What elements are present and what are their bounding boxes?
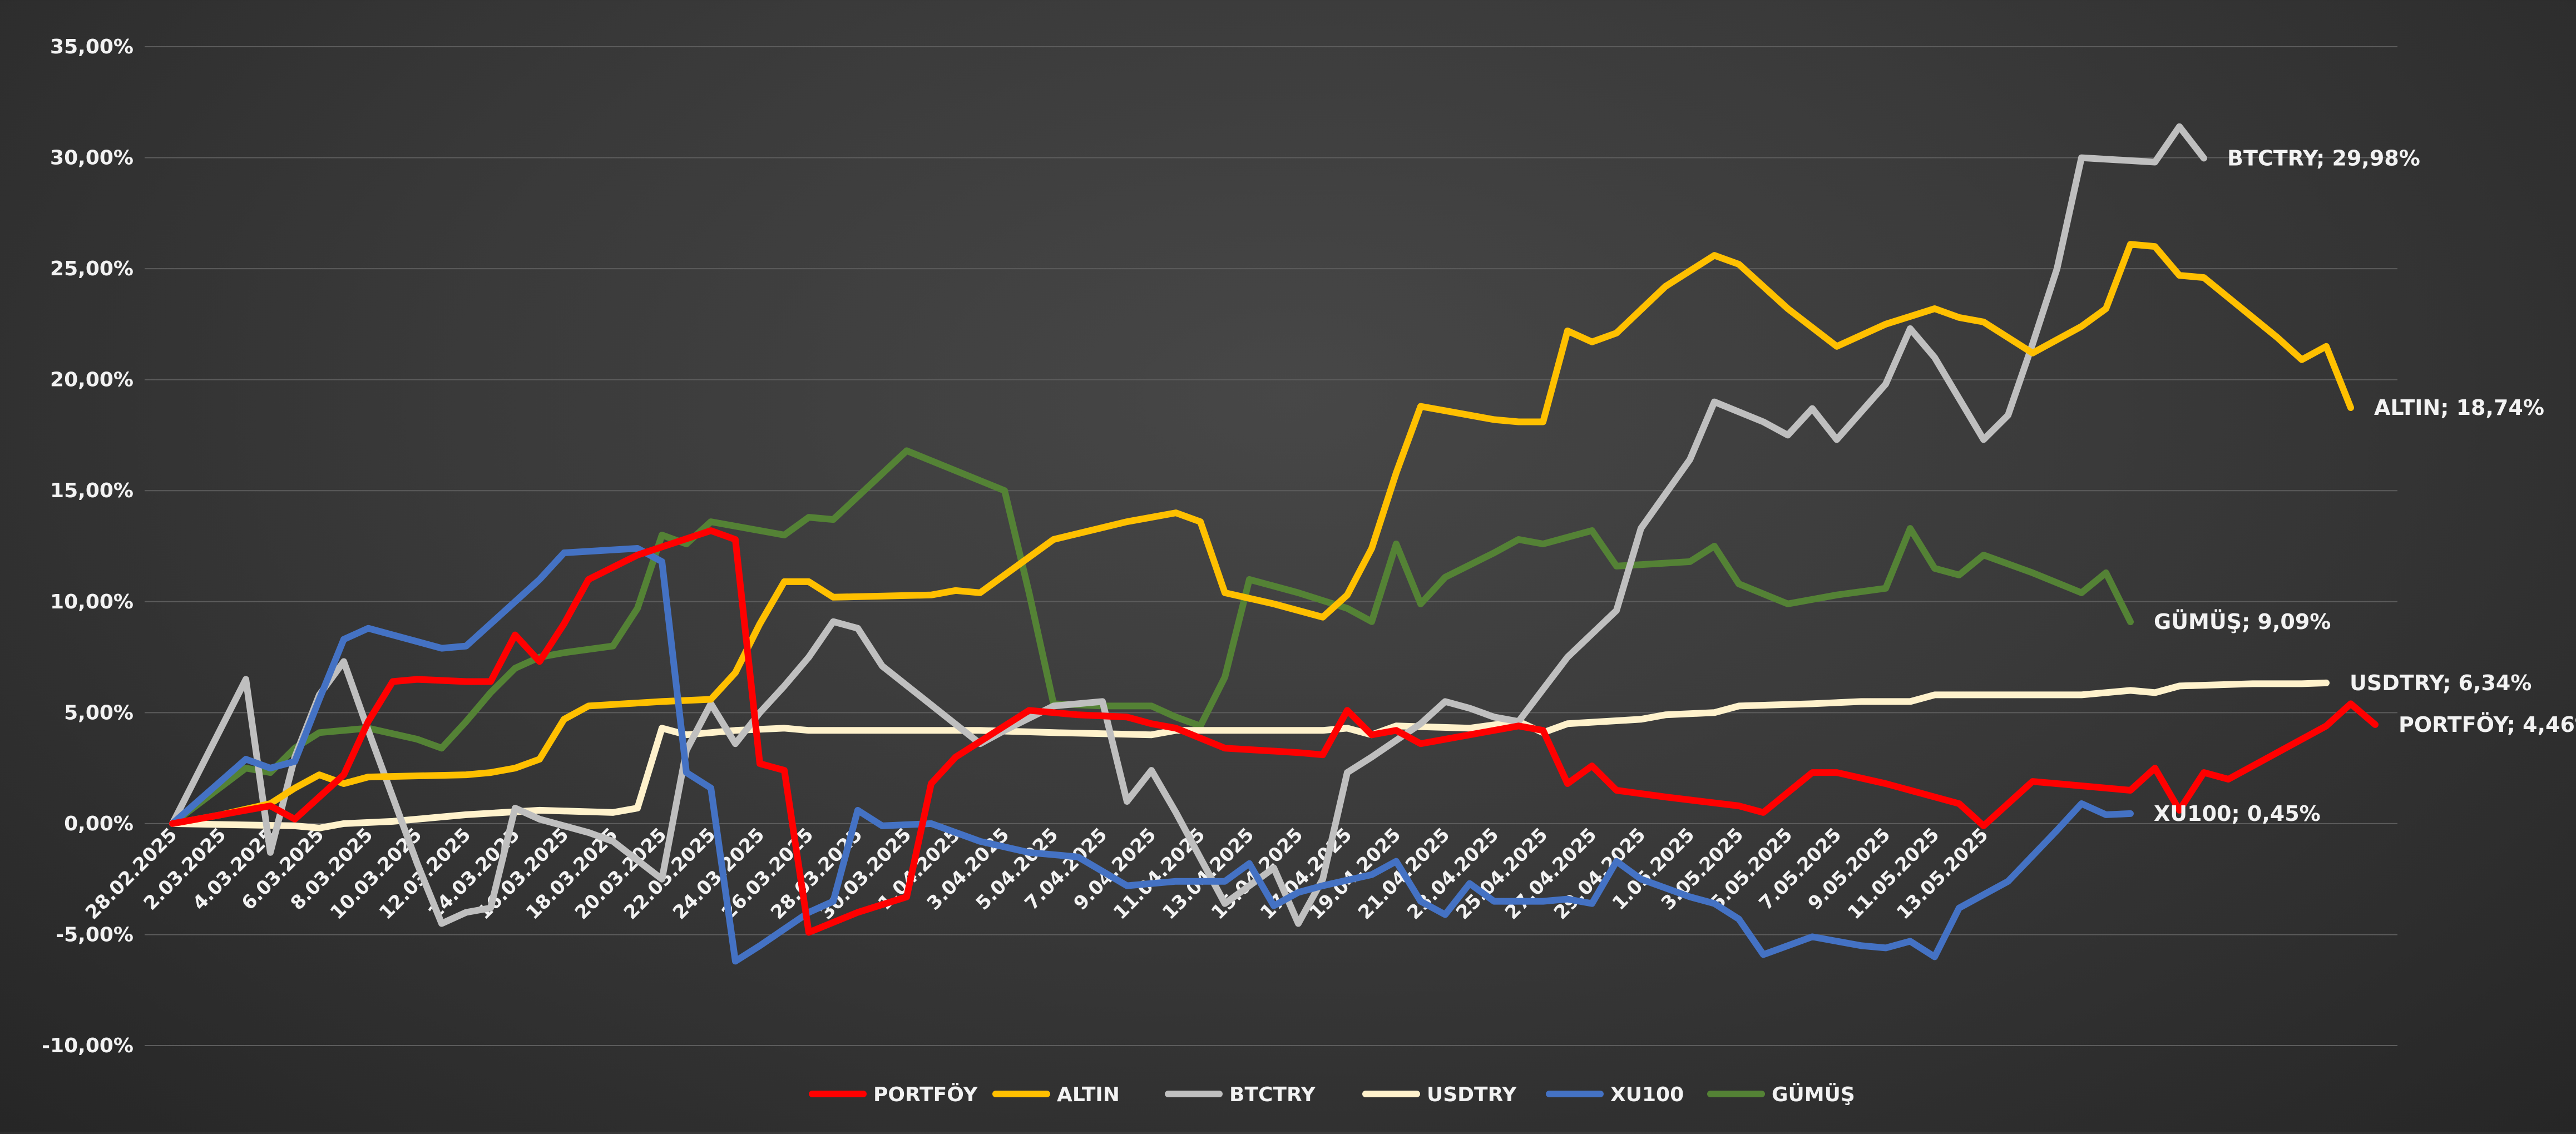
series-line-xu100	[169, 545, 2134, 965]
legend-label: BTCTRY	[1229, 1083, 1316, 1106]
legend-label: USDTRY	[1427, 1083, 1517, 1106]
end-labels: GÜMÜŞ; 9,09% USDTRY; 6,34% BTCTRY; 29,98% A…	[2154, 146, 2576, 826]
series-line-btctry	[169, 123, 2207, 927]
end-label-btctry: BTCTRY; 29,98%	[2227, 146, 2420, 170]
y-tick-label: -10,00%	[42, 1034, 134, 1057]
y-tick-label: 0,00%	[64, 813, 134, 835]
series-line-altin	[169, 241, 2354, 827]
series-line-portföy	[169, 527, 2379, 936]
y-tick-label: 30,00%	[50, 147, 134, 170]
y-tick-label: 10,00%	[50, 591, 134, 613]
y-tick-label: 15,00%	[50, 479, 134, 502]
legend-item-gümüş[interactable]: GÜMÜŞ	[1707, 1083, 1855, 1106]
y-tick-label: 35,00%	[50, 36, 134, 58]
y-axis-tick-labels: -10,00% -5,00% 0,00% 5,00% 10,00% 15,00% 20,00…	[42, 36, 134, 1057]
legend[interactable]: PORTFÖY ALTIN BTCTRY USDTRY XU100 GÜMÜŞ	[809, 1083, 1855, 1106]
legend-label: XU100	[1610, 1083, 1684, 1106]
legend-item-portföy[interactable]: PORTFÖY	[809, 1083, 978, 1106]
end-label-usdtry: USDTRY; 6,34%	[2350, 671, 2531, 695]
x-axis-tick-labels: 28.02.20252.03.20254.03.20256.03.20258.0…	[81, 824, 1992, 924]
series-layer	[169, 123, 2379, 965]
y-tick-label: 20,00%	[50, 369, 134, 392]
end-label-xu100: XU100; 0,45%	[2154, 801, 2321, 826]
legend-label: GÜMÜŞ	[1772, 1083, 1855, 1106]
legend-item-usdtry[interactable]: USDTRY	[1362, 1083, 1517, 1106]
legend-item-xu100[interactable]: XU100	[1546, 1083, 1684, 1106]
end-label-gümüş: GÜMÜŞ; 9,09%	[2154, 610, 2331, 634]
y-tick-label: -5,00%	[56, 923, 134, 946]
y-tick-label: 25,00%	[50, 257, 134, 280]
legend-item-btctry[interactable]: BTCTRY	[1165, 1083, 1316, 1106]
end-label-portföy: PORTFÖY; 4,46%	[2399, 712, 2576, 737]
end-label-altin: ALTIN; 18,74%	[2374, 395, 2544, 420]
y-tick-label: 5,00%	[64, 701, 134, 724]
legend-item-altin[interactable]: ALTIN	[992, 1083, 1120, 1106]
legend-label: ALTIN	[1057, 1083, 1120, 1106]
legend-label: PORTFÖY	[873, 1083, 978, 1106]
series-line-gümüş	[169, 447, 2134, 827]
